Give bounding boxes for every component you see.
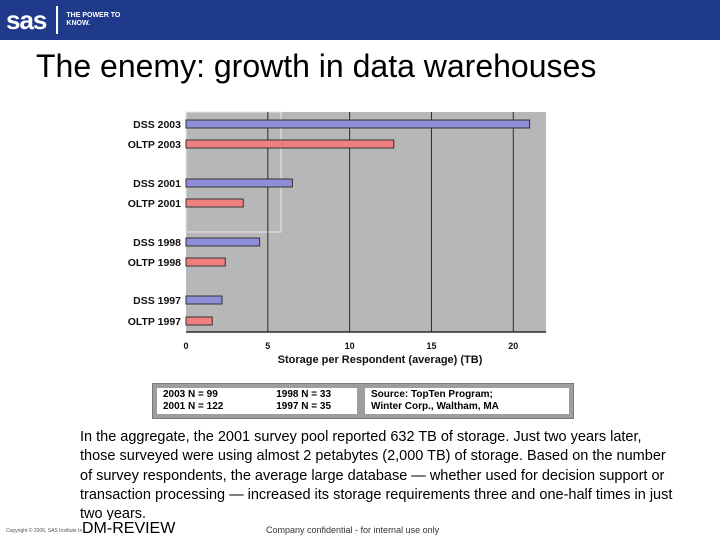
x-tick-label: 0 bbox=[183, 341, 188, 351]
source-line: Winter Corp., Waltham, MA bbox=[371, 401, 499, 412]
legend-row: 2003 N = 99 1998 N = 33 bbox=[163, 389, 351, 401]
legend-count: 1997 N = 35 bbox=[276, 401, 331, 412]
copyright-notice: Copyright © 2006, SAS Institute Inc. All… bbox=[6, 528, 129, 534]
category-label: DSS 2003 bbox=[133, 119, 181, 131]
legend-row: 2001 N = 122 1997 N = 35 bbox=[163, 401, 351, 413]
source-label: DM-REVIEW bbox=[82, 520, 176, 538]
slide-body-text: In the aggregate, the 2001 survey pool r… bbox=[80, 429, 673, 523]
bar bbox=[185, 198, 244, 208]
bar bbox=[185, 257, 226, 267]
chart-source-note: Source: TopTen Program; Winter Corp., Wa… bbox=[365, 388, 569, 414]
storage-bar-chart: DSS 2003 OLTP 2003 DSS 2001 OLTP 2001 DSS 19… bbox=[127, 111, 546, 366]
legend-count: 2001 N = 122 bbox=[163, 401, 224, 412]
legend-count: 2003 N = 99 bbox=[163, 389, 218, 400]
bar bbox=[185, 316, 213, 326]
x-tick-label: 5 bbox=[265, 341, 270, 351]
sas-logo: sas THE POWER TO KNOW. bbox=[6, 4, 126, 36]
category-label: OLTP 2003 bbox=[128, 139, 181, 151]
bar bbox=[185, 237, 261, 247]
x-tick-label: 15 bbox=[426, 341, 436, 351]
highlight-frame bbox=[185, 111, 282, 233]
logo-tagline: THE POWER TO KNOW. bbox=[66, 12, 121, 27]
source-line: Source: TopTen Program; bbox=[371, 389, 493, 400]
plot-area bbox=[186, 112, 546, 332]
slide-title: The enemy: growth in data warehouses bbox=[36, 48, 597, 84]
logo-divider bbox=[56, 6, 59, 34]
legend-count: 1998 N = 33 bbox=[276, 389, 331, 400]
category-label: DSS 1998 bbox=[133, 237, 181, 249]
x-axis-label: Storage per Respondent (average) (TB) bbox=[278, 354, 483, 366]
bar bbox=[185, 139, 395, 149]
sample-size-legend: 2003 N = 99 1998 N = 33 2001 N = 122 199… bbox=[157, 388, 357, 414]
category-label: OLTP 2001 bbox=[128, 198, 181, 210]
bar bbox=[185, 178, 293, 188]
confidential-notice: Company confidential - for internal use … bbox=[266, 525, 440, 535]
header-bar: sas THE POWER TO KNOW. bbox=[0, 0, 720, 40]
x-tick-label: 10 bbox=[345, 341, 355, 351]
bar bbox=[185, 119, 531, 129]
chart-legend-box: 2003 N = 99 1998 N = 33 2001 N = 122 199… bbox=[152, 383, 574, 419]
bar bbox=[185, 295, 223, 305]
category-label: OLTP 1997 bbox=[128, 316, 181, 328]
category-label: DSS 2001 bbox=[133, 178, 181, 190]
category-label: OLTP 1998 bbox=[128, 257, 181, 269]
x-tick-label: 20 bbox=[508, 341, 518, 351]
logo-text: sas bbox=[6, 4, 47, 35]
category-label: DSS 1997 bbox=[133, 295, 181, 307]
